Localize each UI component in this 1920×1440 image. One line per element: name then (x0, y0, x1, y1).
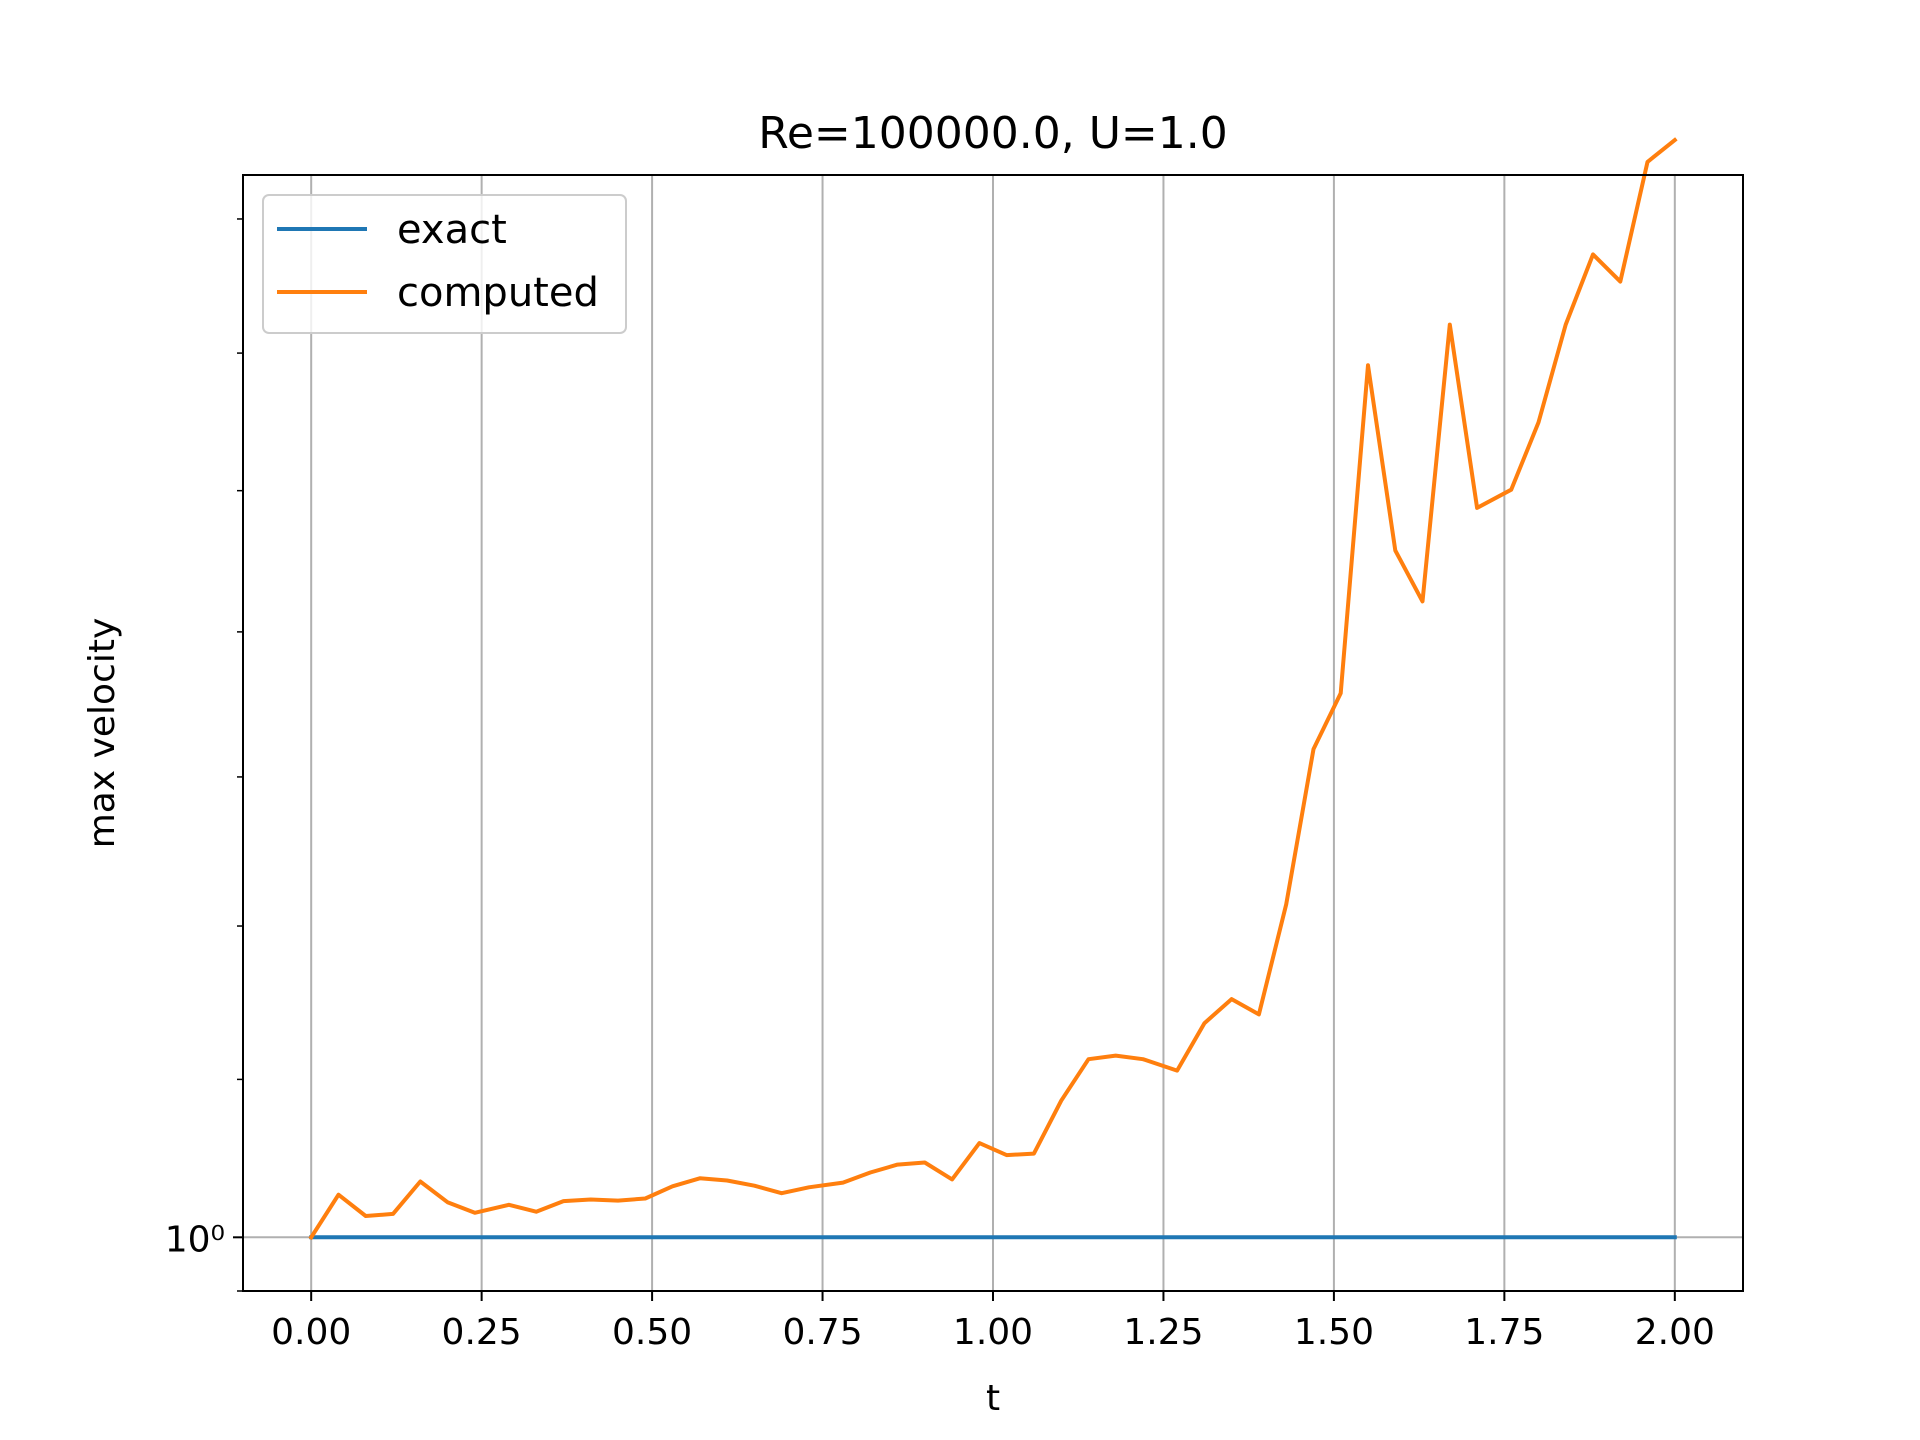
x-tick-label: 0.25 (442, 1312, 522, 1353)
x-axis-label: t (986, 1378, 1000, 1419)
legend-label-computed: computed (397, 270, 599, 316)
x-tick-label: 1.50 (1294, 1312, 1374, 1353)
x-tick-label: 1.75 (1464, 1312, 1544, 1353)
y-axis-label: max velocity (82, 618, 123, 849)
x-tick-label: 1.00 (953, 1312, 1033, 1353)
series-line-computed (308, 137, 1678, 1241)
legend-label-exact: exact (397, 207, 507, 253)
x-tick-label: 0.75 (782, 1312, 862, 1353)
y-tick-label: 10⁰ (165, 1219, 225, 1260)
x-tick-label: 2.00 (1635, 1312, 1715, 1353)
x-tick-label: 0.00 (271, 1312, 351, 1353)
chart-title: Re=100000.0, U=1.0 (758, 108, 1228, 159)
tick-layer: 0.00 0.25 0.50 0.75 1.00 1.25 1.50 1.75 2.00 10⁰ (165, 218, 1715, 1353)
x-tick-label: 1.25 (1123, 1312, 1203, 1353)
x-tick-label: 0.50 (612, 1312, 692, 1353)
series-layer (308, 137, 1678, 1241)
legend: exact computed (262, 194, 627, 334)
